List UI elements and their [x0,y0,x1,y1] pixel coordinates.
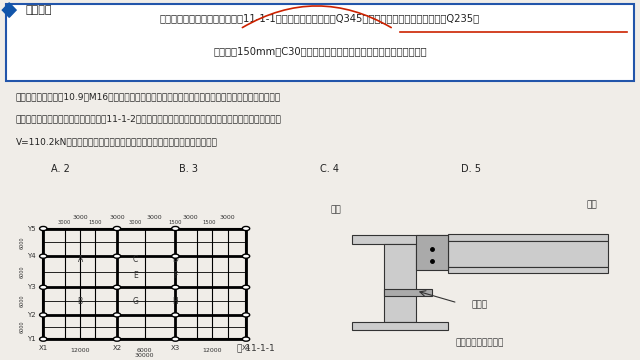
Text: 1500: 1500 [168,220,182,225]
Circle shape [243,226,250,231]
Text: D. 5: D. 5 [461,164,481,174]
Text: C. 4: C. 4 [320,164,339,174]
Text: 次梁: 次梁 [587,200,597,209]
Text: 3000: 3000 [109,215,125,220]
Text: 3000: 3000 [58,220,72,225]
Circle shape [243,254,250,258]
Text: 6000: 6000 [19,295,24,307]
Text: 6000: 6000 [19,236,24,249]
Circle shape [113,313,121,317]
Text: A: A [77,255,83,264]
Circle shape [113,226,121,231]
Bar [384,244,416,322]
Text: X4: X4 [241,345,251,351]
Text: H: H [173,297,178,306]
Text: X2: X2 [113,345,122,351]
Circle shape [172,313,179,317]
Text: 3000: 3000 [72,215,88,220]
Text: 3000: 3000 [146,215,162,220]
Circle shape [172,285,179,289]
Bar [352,235,448,244]
Text: 3000: 3000 [129,220,142,225]
Polygon shape [3,3,16,17]
Text: 喷砂后涂无机富锌漆，其连接形式如图11-1-2所示，考虑了连接偏心的不利影响后，取次梁端部剪力设计值: 喷砂后涂无机富锌漆，其连接形式如图11-1-2所示，考虑了连接偏心的不利影响后，… [16,114,282,123]
FancyBboxPatch shape [6,4,634,81]
Text: E: E [133,271,138,280]
Bar [448,266,608,274]
Text: 主、次梁连接示意图: 主、次梁连接示意图 [456,338,504,347]
Circle shape [243,337,250,341]
Text: X3: X3 [171,345,180,351]
Text: 30000: 30000 [135,353,154,358]
Text: V=110.2kN，连接所需的高强度螺栓数量（个）与下列何项数值最为接近？: V=110.2kN，连接所需的高强度螺栓数量（个）与下列何项数值最为接近？ [16,137,218,146]
Text: A. 2: A. 2 [51,164,70,174]
Circle shape [113,337,121,341]
Circle shape [40,313,47,317]
Text: G: G [132,297,138,306]
Text: D: D [172,255,179,264]
Text: 1500: 1500 [202,220,216,225]
Bar [384,289,432,296]
Text: 12000: 12000 [70,348,90,353]
Text: 3000: 3000 [220,215,236,220]
Text: 主梁: 主梁 [331,205,341,214]
Circle shape [243,285,250,289]
Circle shape [40,285,47,289]
Circle shape [243,313,250,317]
Text: 加劲板: 加劲板 [472,300,488,309]
Text: 次梁与主梁连接采用10.9级M16的高强度螺栓摩擦型连接（标准孔），连接处钢材接触表面的处理方法为: 次梁与主梁连接采用10.9级M16的高强度螺栓摩擦型连接（标准孔），连接处钢材接… [16,92,281,101]
Text: 6000: 6000 [137,348,152,353]
Text: 3000: 3000 [183,215,198,220]
Bar [416,235,448,270]
Text: Y4: Y4 [27,253,35,259]
Text: B. 3: B. 3 [179,164,198,174]
Circle shape [113,285,121,289]
Bar [448,234,608,240]
Bar [352,322,448,330]
Circle shape [40,226,47,231]
Text: C: C [132,255,138,264]
Circle shape [40,254,47,258]
Text: 1500: 1500 [89,220,102,225]
Text: 6000: 6000 [19,265,24,278]
Circle shape [113,254,121,258]
Text: 6000: 6000 [19,321,24,333]
Circle shape [40,337,47,341]
Circle shape [172,337,179,341]
Text: 图 11-1-1: 图 11-1-1 [237,343,275,352]
Text: F: F [173,271,177,280]
Bar [448,240,608,266]
Text: B: B [77,297,83,306]
Text: X1: X1 [38,345,48,351]
Text: Y1: Y1 [27,336,35,342]
Text: 12000: 12000 [202,348,222,353]
Text: Y3: Y3 [27,284,35,290]
Text: Y2: Y2 [27,312,35,318]
Circle shape [172,226,179,231]
Text: Y5: Y5 [27,225,35,231]
Text: 楼面采用150mm厚C30混凝土楼板，钢梁顶采用抗剪栓钉与楼板连接。: 楼面采用150mm厚C30混凝土楼板，钢梁顶采用抗剪栓钉与楼板连接。 [213,46,427,56]
Text: 某钢结构办公楼，结构布置如图11-1-1所示。框架梁、柱采用Q345，次梁、中心支撑、加劲板采用Q235，: 某钢结构办公楼，结构布置如图11-1-1所示。框架梁、柱采用Q345，次梁、中心… [160,13,480,23]
Text: 益韧培训: 益韧培训 [26,5,52,15]
Circle shape [172,254,179,258]
